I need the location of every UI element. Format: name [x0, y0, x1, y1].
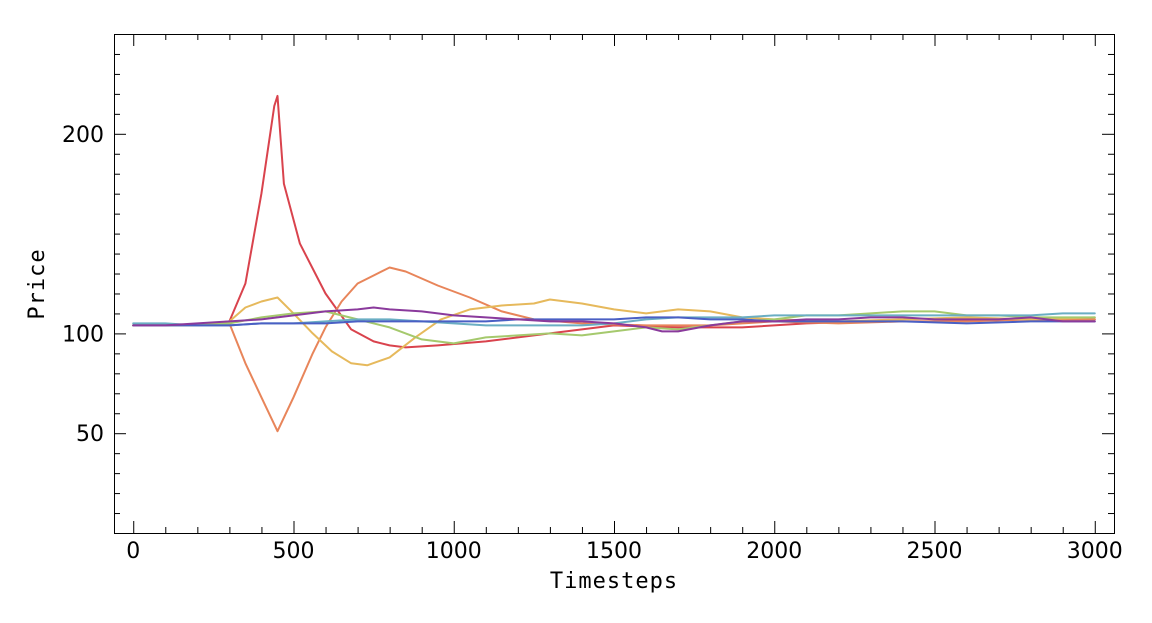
x-tick-label: 500 [272, 539, 314, 564]
x-tick-label: 1500 [586, 539, 642, 564]
x-axis-label: Timesteps [550, 569, 678, 594]
x-tick-label: 0 [126, 539, 140, 564]
series-line-7 [132, 306, 1096, 333]
tick-labels: 0 500 1000 1500 2000 2500 3000 50 100 200 [62, 123, 1123, 564]
series-line-4 [132, 310, 1096, 345]
series-line-2 [132, 266, 1096, 433]
x-tick-label: 2000 [746, 539, 802, 564]
plot-frame [114, 34, 1115, 534]
y-axis-label: Price [25, 248, 50, 319]
x-tick-label: 2500 [907, 539, 963, 564]
x-tick-label: 3000 [1067, 539, 1123, 564]
x-tick-label: 1000 [426, 539, 482, 564]
y-tick-label: 200 [62, 123, 104, 148]
axis-ticks [114, 34, 1114, 533]
y-tick-label: 50 [76, 422, 104, 447]
series-lines [132, 94, 1096, 433]
plot-area [114, 34, 1115, 534]
y-tick-label: 100 [62, 322, 104, 347]
